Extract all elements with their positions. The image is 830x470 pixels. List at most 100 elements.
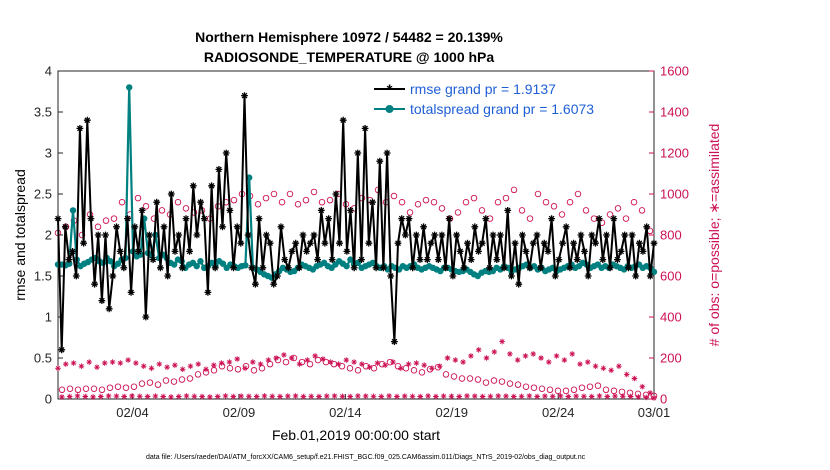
obs-possible-point (430, 198, 438, 206)
obs-assimilated-point (78, 363, 85, 369)
obs-possible-point (154, 381, 162, 388)
rmse-point (127, 289, 135, 296)
obs-assimilated-point (168, 394, 174, 400)
obs-assimilated-point (156, 361, 163, 367)
obs-assimilated-point (460, 359, 466, 365)
obs-assimilated-point (66, 393, 73, 400)
rmse-point (314, 256, 321, 263)
rmse-point (109, 272, 117, 280)
obs-assimilated-point (316, 393, 322, 400)
legend-label-rmse: rmse grand pr = 1.9137 (410, 81, 556, 97)
obs-assimilated-point (429, 365, 435, 372)
rmse-point (603, 231, 610, 239)
rmse-point (149, 256, 157, 263)
obs-possible-point (58, 386, 66, 394)
obs-assimilated-point (144, 393, 151, 400)
obs-possible-point (462, 198, 470, 206)
obs-possible-point (554, 387, 562, 395)
rmse-point (347, 207, 354, 214)
obs-assimilated-point (187, 363, 194, 369)
obs-assimilated-point (90, 394, 96, 400)
rmse-point (248, 264, 256, 272)
left-y-tick-label: 3 (45, 146, 52, 161)
rmse-point (171, 248, 179, 255)
obs-possible-point (406, 209, 414, 216)
obs-possible-point (122, 384, 130, 391)
obs-assimilated-point (398, 365, 404, 372)
rmse-point (416, 256, 424, 263)
obs-possible-point (66, 385, 74, 393)
totalspread-point (114, 260, 122, 267)
rmse-point (456, 248, 464, 255)
rmse-point (303, 248, 310, 255)
obs-possible-point (270, 190, 278, 198)
x-tick-label: 02/24 (542, 405, 575, 420)
obs-assimilated-point (269, 393, 275, 400)
obs-assimilated-point (534, 393, 540, 400)
obs-assimilated-point (257, 361, 264, 367)
rmse-point (175, 231, 183, 239)
obs-assimilated-point (300, 393, 307, 400)
obs-possible-point (630, 198, 638, 206)
obs-assimilated-point (351, 359, 357, 365)
obs-assimilated-point (456, 393, 462, 400)
rmse-point (164, 272, 172, 280)
rmse-point (146, 231, 153, 239)
right-y-axis: 0 200 400 600 800 1000 1200 1400 1600 (649, 64, 689, 407)
obs-assimilated-point (612, 393, 618, 399)
obs-assimilated-point (549, 393, 556, 400)
obs-possible-point (178, 376, 186, 383)
obs-assimilated-point (448, 393, 455, 400)
rmse-point (497, 231, 504, 239)
obs-assimilated-point (425, 393, 431, 399)
obs-possible-point (170, 378, 178, 385)
obs-assimilated-point (585, 359, 591, 365)
obs-possible-point (466, 375, 474, 382)
obs-assimilated-point (405, 361, 412, 367)
left-y-tick-label: 3.5 (34, 105, 52, 120)
obs-assimilated-point (105, 393, 112, 399)
rmse-point (167, 190, 175, 198)
obs-possible-point (566, 198, 574, 206)
rmse-point (120, 264, 128, 272)
obs-assimilated-point (522, 353, 529, 359)
obs-possible-point (98, 386, 106, 394)
obs-possible-point (254, 200, 262, 208)
rmse-point (182, 215, 190, 222)
obs-assimilated-point (565, 393, 572, 400)
rmse-point (350, 264, 358, 272)
rmse-point (102, 231, 109, 239)
obs-possible-point (586, 383, 594, 390)
obs-assimilated-point (526, 393, 533, 399)
obs-assimilated-point (285, 393, 291, 399)
left-y-tick-label: 4 (45, 64, 52, 79)
totalspread-point (343, 262, 350, 270)
obs-assimilated-point (179, 366, 186, 373)
obs-assimilated-point (176, 393, 182, 400)
rmse-point (394, 239, 402, 247)
rmse-point (486, 264, 493, 272)
rmse-point (595, 215, 603, 222)
obs-possible-point (582, 207, 590, 214)
obs-possible-point (286, 190, 294, 198)
obs-possible-point (294, 200, 302, 208)
obs-possible-point (622, 215, 630, 222)
obs-assimilated-point (109, 359, 116, 365)
rmse-point (405, 215, 413, 222)
rmse-point (460, 264, 468, 272)
rmse-point (493, 256, 501, 263)
rmse-point (138, 207, 146, 214)
obs-assimilated-point (55, 365, 61, 372)
obs-assimilated-point (324, 393, 330, 399)
obs-assimilated-point (394, 393, 400, 400)
obs-assimilated-point (296, 361, 303, 367)
rmse-point (515, 280, 523, 288)
x-tick-label: 02/19 (436, 405, 469, 420)
obs-possible-point (346, 365, 354, 372)
rmse-point (65, 256, 73, 263)
rmse-point (186, 248, 193, 255)
obs-assimilated-point (125, 357, 131, 363)
obs-assimilated-point (635, 394, 642, 400)
obs-possible-point (194, 371, 202, 378)
rmse-point (482, 215, 490, 222)
